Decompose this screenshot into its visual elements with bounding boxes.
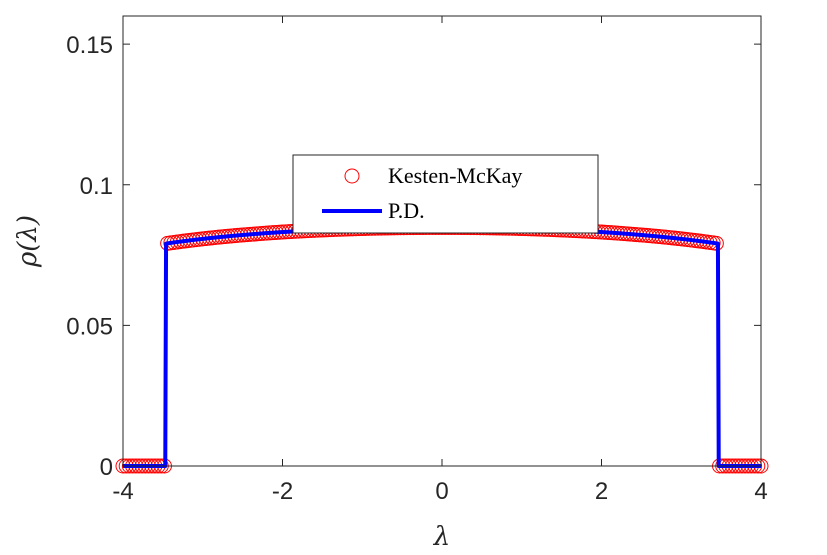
x-tick-label: -4 (112, 478, 133, 505)
legend-label-kesten-mckay: Kesten-McKay (388, 163, 522, 188)
x-tick-label: 4 (754, 478, 767, 505)
marker-layer (115, 219, 769, 474)
y-tick-label: 0.05 (66, 313, 113, 340)
x-tick-label: -2 (272, 478, 293, 505)
legend-box (292, 154, 599, 234)
line-layer (121, 225, 763, 468)
legend-label-pd: P.D. (388, 198, 425, 223)
x-axis: -4 -2 0 2 4 (112, 16, 768, 505)
y-tick-label: 0.1 (80, 173, 113, 200)
y-axis: 0 0.05 0.1 0.15 (66, 32, 761, 481)
x-tick-label: 2 (595, 478, 608, 505)
pd-series-line (121, 225, 763, 468)
y-axis-label: ρ(λ) (13, 215, 43, 268)
y-tick-label: 0 (100, 454, 113, 481)
y-tick-label: 0.15 (66, 32, 113, 59)
x-tick-label: 0 (435, 478, 448, 505)
legend: Kesten-McKay P.D. (292, 154, 599, 234)
x-axis-label: λ (433, 522, 450, 552)
legend-marker-kesten-mckay (344, 168, 360, 184)
